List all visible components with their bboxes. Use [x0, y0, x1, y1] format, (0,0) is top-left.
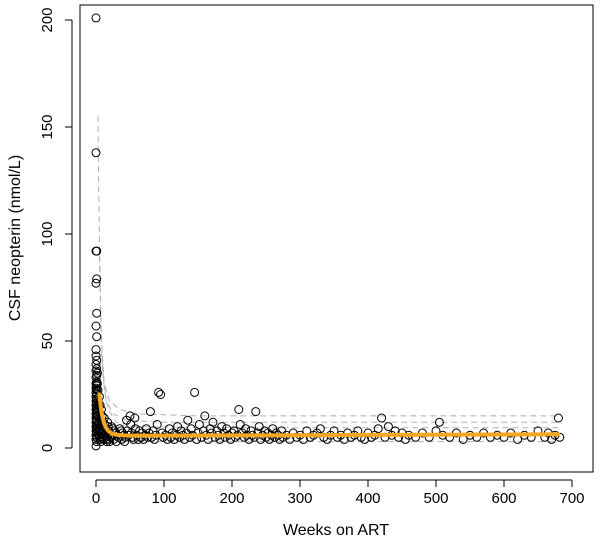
data-point	[315, 424, 325, 434]
x-tick-label: 300	[287, 490, 312, 507]
data-points	[91, 13, 565, 451]
data-point	[254, 422, 264, 432]
data-point	[383, 422, 393, 432]
data-point	[434, 417, 444, 427]
data-point	[91, 13, 101, 23]
data-point	[120, 437, 130, 447]
x-tick-label: 0	[92, 490, 100, 507]
y-tick-label: 50	[39, 333, 56, 350]
data-point	[200, 411, 210, 421]
data-point	[91, 321, 101, 331]
y-tick-label: 150	[39, 114, 56, 139]
envelope-curves	[97, 116, 559, 443]
y-tick-label: 200	[39, 7, 56, 32]
data-point	[235, 420, 245, 429]
data-point	[152, 420, 162, 429]
data-point	[241, 424, 251, 434]
data-point	[186, 424, 196, 434]
data-point	[92, 308, 102, 318]
data-point	[154, 387, 164, 397]
data-point	[92, 246, 102, 256]
x-tick-label: 100	[151, 490, 176, 507]
data-point	[125, 411, 135, 421]
x-tick-label: 200	[219, 490, 244, 507]
data-point	[373, 424, 383, 434]
x-tick-label: 500	[423, 490, 448, 507]
data-point	[92, 368, 102, 378]
data-point	[377, 413, 387, 423]
x-tick-label: 700	[559, 490, 584, 507]
data-point	[91, 345, 101, 355]
data-point	[91, 360, 101, 369]
data-point	[91, 372, 101, 382]
data-point	[130, 413, 140, 423]
data-point	[190, 387, 200, 397]
envelope-curve	[98, 255, 559, 423]
data-point	[91, 278, 101, 288]
y-axis-title: CSF neopterin (nmol/L)	[7, 155, 24, 321]
data-point	[234, 405, 244, 414]
fit-curve-group	[97, 392, 561, 438]
data-point	[91, 366, 101, 376]
envelope-curve	[97, 116, 559, 417]
data-point	[92, 332, 102, 342]
data-point	[91, 148, 101, 158]
y-tick-label: 100	[39, 221, 56, 246]
data-point	[251, 407, 261, 417]
data-point	[194, 420, 204, 429]
data-point	[92, 379, 102, 389]
data-point	[103, 434, 113, 444]
data-point	[183, 415, 193, 425]
y-tick-label: 0	[39, 444, 56, 452]
data-point	[553, 413, 563, 423]
plot-frame	[79, 4, 594, 473]
envelope-curve	[100, 351, 559, 429]
data-point	[217, 422, 227, 432]
x-axis-title: Weeks on ART	[283, 522, 389, 539]
data-point	[205, 424, 215, 434]
data-point	[208, 417, 218, 427]
y-axis: 0 50 100 150 200	[39, 7, 73, 452]
x-tick-label: 400	[355, 490, 380, 507]
x-tick-label: 600	[491, 490, 516, 507]
x-axis: 0 100 200 300 400 500 600 700	[92, 479, 585, 507]
data-point	[145, 407, 155, 417]
data-point	[92, 274, 102, 284]
fit-curve	[97, 392, 561, 438]
data-point	[156, 390, 166, 399]
